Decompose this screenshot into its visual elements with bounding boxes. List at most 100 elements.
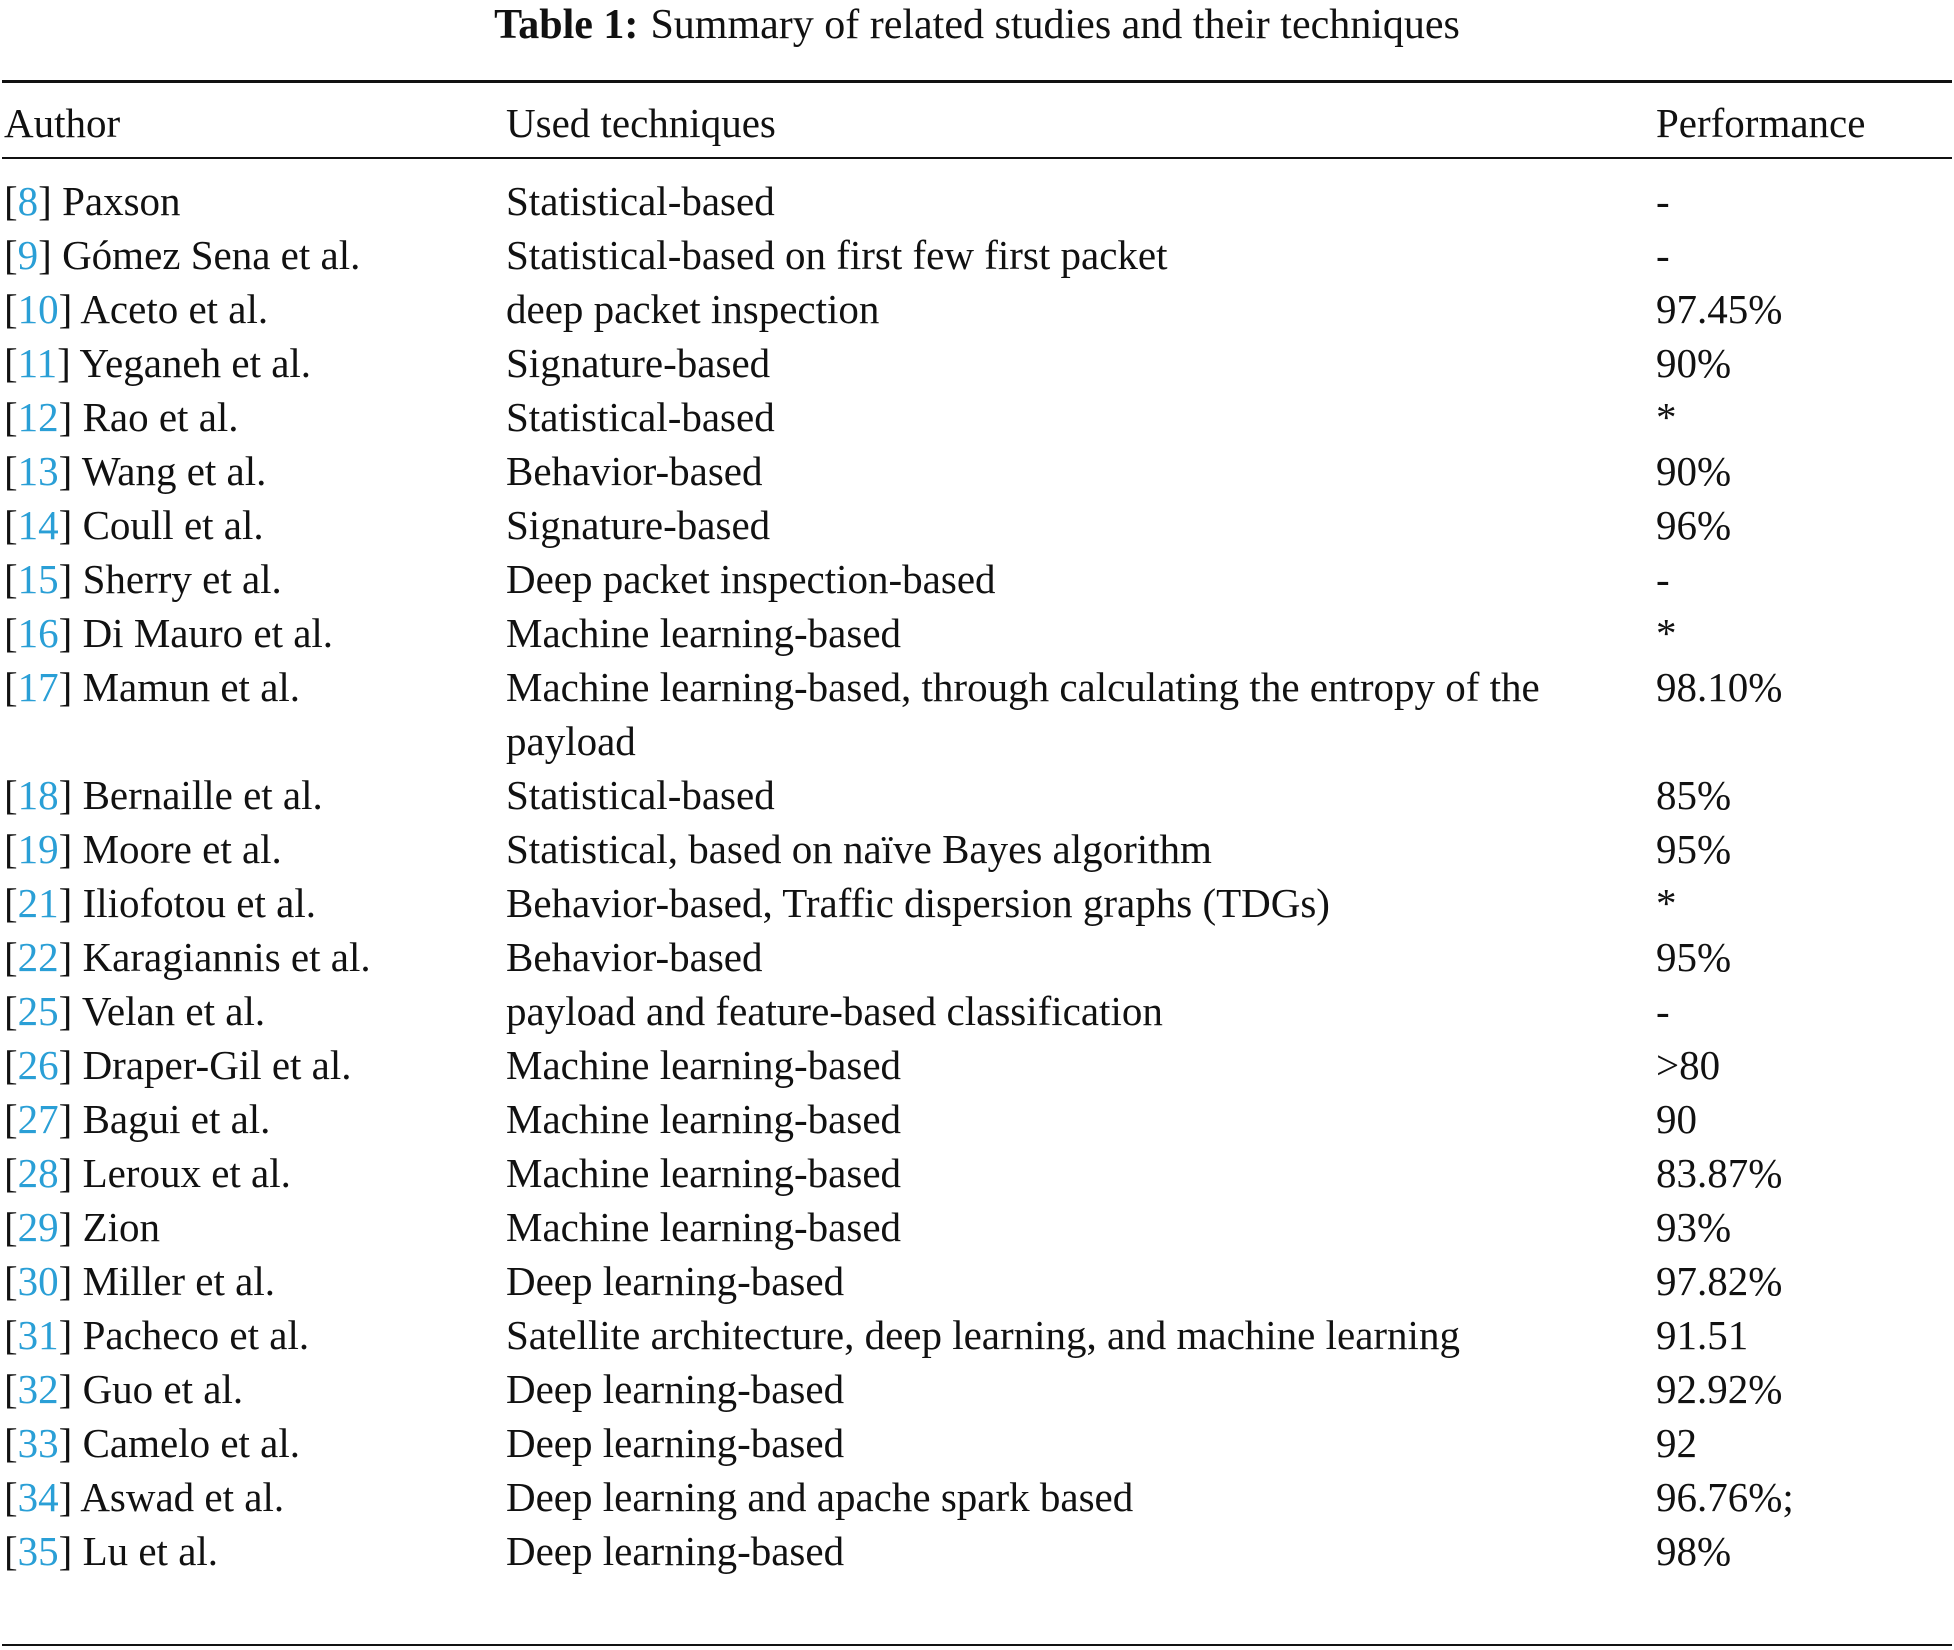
table-row: [19] Moore et al. Statistical, based on … bbox=[4, 822, 1946, 876]
technique-text: deep packet inspection bbox=[506, 286, 880, 332]
reference-link[interactable]: 10 bbox=[17, 286, 59, 332]
technique-cell: Deep learning-based bbox=[506, 1254, 1656, 1308]
performance-cell: 90% bbox=[1656, 340, 1732, 386]
reference-link[interactable]: 35 bbox=[17, 1528, 59, 1574]
technique-cell: Machine learning-based bbox=[506, 1146, 1656, 1200]
technique-text: Statistical-based bbox=[506, 394, 775, 440]
technique-text: Behavior-based bbox=[506, 448, 763, 494]
table-row: [25] Velan et al. payload and feature-ba… bbox=[4, 984, 1946, 1038]
technique-cell: Deep learning and apache spark based bbox=[506, 1470, 1656, 1524]
table-row: [13] Wang et al. Behavior-based 90% bbox=[4, 444, 1946, 498]
reference-link[interactable]: 13 bbox=[17, 448, 59, 494]
table-row: [17] Mamun et al. Machine learning-based… bbox=[4, 660, 1946, 768]
technique-cell: Statistical, based on naïve Bayes algori… bbox=[506, 822, 1656, 876]
table-caption: Table 1: Summary of related studies and t… bbox=[0, 0, 1954, 50]
technique-cell: Machine learning-based bbox=[506, 1092, 1656, 1146]
reference-link[interactable]: 32 bbox=[17, 1366, 59, 1412]
reference-link[interactable]: 16 bbox=[17, 610, 59, 656]
technique-cell: Statistical-based bbox=[506, 158, 1656, 228]
technique-cell: Machine learning-based bbox=[506, 606, 1656, 660]
reference-link[interactable]: 8 bbox=[17, 178, 39, 224]
table-row: [31] Pacheco et al. Satellite architectu… bbox=[4, 1308, 1946, 1362]
caption-label: Table 1: bbox=[494, 2, 639, 48]
technique-cell: Signature-based bbox=[506, 498, 1656, 552]
performance-cell: 98.10% bbox=[1656, 664, 1783, 710]
author-name: Bagui et al. bbox=[82, 1096, 271, 1142]
reference-link[interactable]: 17 bbox=[17, 664, 59, 710]
author-cell: [25] Velan et al. bbox=[4, 988, 266, 1034]
reference-link[interactable]: 14 bbox=[17, 502, 59, 548]
reference-link[interactable]: 9 bbox=[17, 232, 39, 278]
reference-link[interactable]: 30 bbox=[17, 1258, 59, 1304]
top-rule bbox=[2, 80, 1952, 83]
author-name: Bernaille et al. bbox=[82, 772, 323, 818]
reference-link[interactable]: 15 bbox=[17, 556, 59, 602]
performance-cell: - bbox=[1656, 232, 1670, 278]
technique-text: Machine learning-based bbox=[506, 1150, 902, 1196]
header-performance: Performance bbox=[1656, 100, 1866, 146]
table-row: [11] Yeganeh et al. Signature-based 90% bbox=[4, 336, 1946, 390]
author-cell: [8] Paxson bbox=[4, 178, 181, 224]
author-cell: [15] Sherry et al. bbox=[4, 556, 282, 602]
reference-link[interactable]: 11 bbox=[17, 340, 58, 386]
author-name: Paxson bbox=[62, 178, 181, 224]
reference-link[interactable]: 34 bbox=[17, 1474, 59, 1520]
reference-link[interactable]: 25 bbox=[17, 988, 59, 1034]
performance-cell: 97.82% bbox=[1656, 1258, 1783, 1304]
table-row: [30] Miller et al. Deep learning-based 9… bbox=[4, 1254, 1946, 1308]
performance-cell: 83.87% bbox=[1656, 1150, 1783, 1196]
technique-text: payload and feature-based classification bbox=[506, 988, 1163, 1034]
table-row: [33] Camelo et al. Deep learning-based 9… bbox=[4, 1416, 1946, 1470]
reference-link[interactable]: 33 bbox=[17, 1420, 59, 1466]
table-row: [12] Rao et al. Statistical-based * bbox=[4, 390, 1946, 444]
technique-cell: deep packet inspection bbox=[506, 282, 1656, 336]
author-name: Yeganeh et al. bbox=[79, 340, 312, 386]
technique-cell: Behavior-based, Traffic dispersion graph… bbox=[506, 876, 1656, 930]
technique-text: Deep learning and apache spark based bbox=[506, 1474, 1134, 1520]
performance-cell: - bbox=[1656, 556, 1670, 602]
author-cell: [26] Draper-Gil et al. bbox=[4, 1042, 352, 1088]
technique-text: Signature-based bbox=[506, 502, 771, 548]
author-cell: [11] Yeganeh et al. bbox=[4, 340, 312, 386]
reference-link[interactable]: 21 bbox=[17, 880, 59, 926]
reference-link[interactable]: 27 bbox=[17, 1096, 59, 1142]
performance-cell: 95% bbox=[1656, 934, 1732, 980]
author-cell: [19] Moore et al. bbox=[4, 826, 282, 872]
author-cell: [27] Bagui et al. bbox=[4, 1096, 271, 1142]
performance-cell: 91.51 bbox=[1656, 1312, 1749, 1358]
performance-cell: 93% bbox=[1656, 1204, 1732, 1250]
author-name: Moore et al. bbox=[82, 826, 282, 872]
table-row: [15] Sherry et al. Deep packet inspectio… bbox=[4, 552, 1946, 606]
table-row: [27] Bagui et al. Machine learning-based… bbox=[4, 1092, 1946, 1146]
author-name: Coull et al. bbox=[82, 502, 264, 548]
reference-link[interactable]: 18 bbox=[17, 772, 59, 818]
author-cell: [33] Camelo et al. bbox=[4, 1420, 301, 1466]
technique-text: Deep learning-based bbox=[506, 1528, 845, 1574]
reference-link[interactable]: 31 bbox=[17, 1312, 59, 1358]
technique-cell: Machine learning-based, through calculat… bbox=[506, 660, 1656, 768]
technique-cell: Deep learning-based bbox=[506, 1524, 1656, 1578]
author-cell: [13] Wang et al. bbox=[4, 448, 267, 494]
header-author: Author bbox=[4, 100, 121, 146]
table-row: [22] Karagiannis et al. Behavior-based 9… bbox=[4, 930, 1946, 984]
performance-cell: >80 bbox=[1656, 1042, 1721, 1088]
performance-cell: * bbox=[1656, 610, 1677, 656]
reference-link[interactable]: 26 bbox=[17, 1042, 59, 1088]
reference-link[interactable]: 28 bbox=[17, 1150, 59, 1196]
reference-link[interactable]: 12 bbox=[17, 394, 59, 440]
author-name: Camelo et al. bbox=[82, 1420, 301, 1466]
author-cell: [30] Miller et al. bbox=[4, 1258, 275, 1304]
performance-cell: 90% bbox=[1656, 448, 1732, 494]
author-cell: [34] Aswad et al. bbox=[4, 1474, 285, 1520]
reference-link[interactable]: 29 bbox=[17, 1204, 59, 1250]
technique-cell: payload and feature-based classification bbox=[506, 984, 1656, 1038]
reference-link[interactable]: 19 bbox=[17, 826, 59, 872]
table-row: [26] Draper-Gil et al. Machine learning-… bbox=[4, 1038, 1946, 1092]
author-cell: [21] Iliofotou et al. bbox=[4, 880, 316, 926]
author-cell: [9] Gómez Sena et al. bbox=[4, 232, 361, 278]
author-name: Aceto et al. bbox=[80, 286, 269, 332]
author-cell: [12] Rao et al. bbox=[4, 394, 239, 440]
caption-text: Summary of related studies and their tec… bbox=[650, 2, 1460, 48]
reference-link[interactable]: 22 bbox=[17, 934, 59, 980]
header-rule bbox=[2, 157, 1952, 159]
